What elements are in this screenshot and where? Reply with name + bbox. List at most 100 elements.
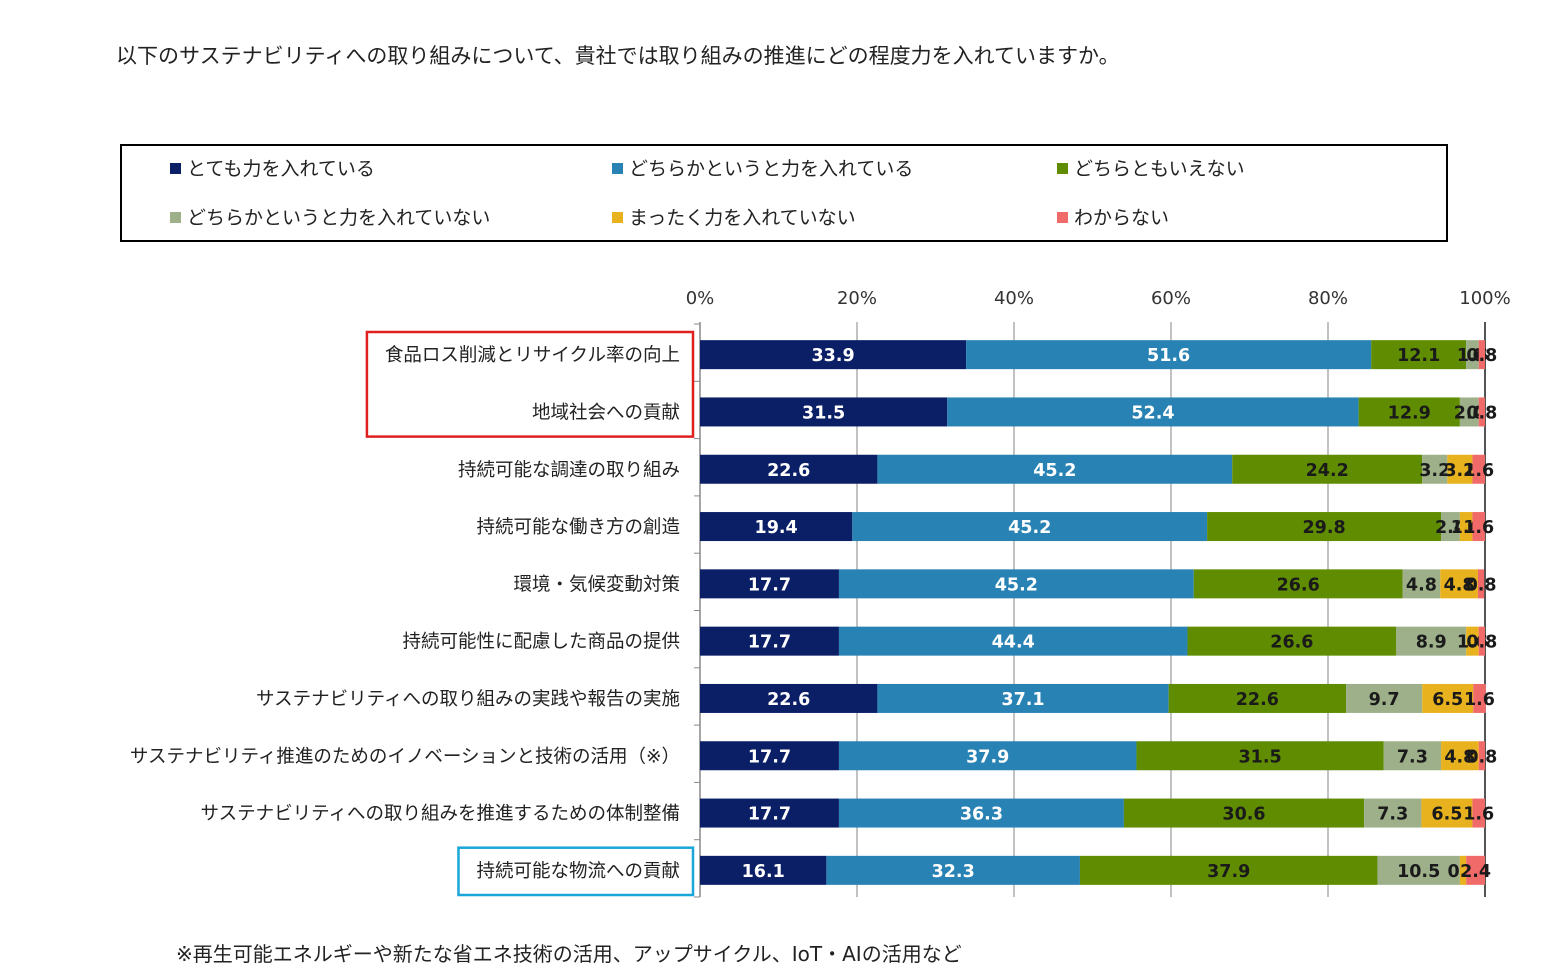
bar-value-label: 7.3: [1397, 747, 1428, 767]
bar-value-label: 37.9: [966, 747, 1009, 767]
bar-segment: [700, 626, 839, 656]
legend-swatch: [1057, 163, 1068, 174]
bar-segment: [1478, 397, 1485, 427]
legend-item: どちらかというと力を入れていない: [170, 203, 490, 230]
bar-segment: [1396, 626, 1467, 656]
bar-value-label: 0.8: [1466, 747, 1497, 767]
bar-segment: [1440, 569, 1478, 599]
bar-segment: [1136, 741, 1384, 771]
bar-value-label: 32.3: [932, 862, 975, 882]
bar-value-label: 29.8: [1302, 518, 1345, 538]
legend-label: まったく力を入れていない: [629, 207, 856, 229]
bar-value-label: 4.8: [1406, 575, 1437, 595]
bar-value-label: 22.6: [767, 690, 810, 710]
bar-value-label: 1.6: [1464, 690, 1495, 710]
bar-value-label: 45.2: [1033, 461, 1076, 481]
chart-legend: とても力を入れている どちらかというと力を入れている どちらともいえない どちらかとい…: [120, 144, 1448, 242]
bar-segment: [700, 798, 839, 828]
bar-value-label: 17.7: [748, 575, 791, 595]
legend-swatch: [1057, 212, 1068, 223]
bar-segment: [1441, 512, 1460, 542]
bar-segment: [700, 512, 853, 542]
bar-segment: [1466, 340, 1479, 370]
bar-segment: [838, 798, 1124, 828]
highlight-box: [457, 846, 695, 897]
bar-value-label: 36.3: [960, 805, 1003, 825]
bar-value-label: 45.2: [1008, 518, 1051, 538]
bar-segment: [852, 512, 1208, 542]
category-label: サステナビリティへの取り組みを推進するための体制整備: [200, 804, 680, 825]
bar-segment: [700, 454, 878, 484]
bar-value-label: 51.6: [1147, 346, 1190, 366]
bar-segment: [700, 569, 839, 599]
category-label: 持続可能な働き方の創造: [476, 517, 680, 538]
bar-segment: [1187, 626, 1397, 656]
bar-value-label: 17.7: [748, 633, 791, 653]
legend-swatch: [170, 163, 181, 174]
bar-value-label: 17.7: [748, 805, 791, 825]
bar-segment: [838, 741, 1137, 771]
bar-segment: [1422, 683, 1474, 713]
bar-segment: [1447, 454, 1473, 484]
bar-segment: [838, 569, 1194, 599]
legend-swatch: [612, 163, 623, 174]
bar-value-label: 30.6: [1222, 805, 1265, 825]
legend-label: どちらかというと力を入れていない: [187, 207, 491, 229]
bar-value-label: 0.8: [1466, 403, 1497, 423]
bar-segment: [1232, 454, 1423, 484]
category-label: 食品ロス削減とリサイクル率の向上: [385, 345, 680, 366]
bar-value-label: 4.8: [1444, 575, 1475, 595]
legend-item: わからない: [1057, 203, 1169, 230]
bar-segment: [1478, 741, 1485, 771]
legend-item: まったく力を入れていない: [612, 203, 856, 230]
bar-value-label: 16.1: [742, 862, 785, 882]
bar-segment: [1079, 855, 1378, 885]
bar-value-label: 0.8: [1466, 346, 1497, 366]
bar-segment: [1473, 683, 1486, 713]
bar-segment: [1466, 855, 1485, 885]
bar-value-label: 6.5: [1431, 805, 1462, 825]
bar-segment: [877, 454, 1233, 484]
bar-segment: [1478, 626, 1485, 656]
bar-value-label: 33.9: [811, 346, 854, 366]
bar-value-label: 0.8: [1466, 575, 1497, 595]
bar-value-label: 26.6: [1270, 633, 1313, 653]
legend-label: わからない: [1074, 207, 1170, 229]
bar-value-label: 1.6: [1463, 805, 1494, 825]
bar-segment: [1383, 741, 1442, 771]
bar-segment: [1364, 798, 1422, 828]
bar-segment: [1168, 683, 1347, 713]
bar-segment: [966, 340, 1372, 370]
legend-swatch: [612, 212, 623, 223]
x-tick-label: 60%: [1151, 288, 1191, 309]
bar-value-label: 45.2: [995, 575, 1038, 595]
bar-segment: [700, 855, 827, 885]
footnote: ※再生可能エネルギーや新たな省エネ技術の活用、アップサイクル、IoT・AIの活用…: [176, 942, 962, 966]
bar-segment: [1466, 626, 1479, 656]
bar-value-label: 37.1: [1001, 690, 1044, 710]
bar-segment: [700, 340, 967, 370]
bar-segment: [1422, 454, 1448, 484]
category-label: サステナビリティへの取り組みの実践や報告の実施: [256, 689, 680, 710]
bar-segment: [1459, 512, 1473, 542]
bar-segment: [700, 397, 948, 427]
bar-value-label: 37.9: [1207, 862, 1250, 882]
bar-segment: [1472, 798, 1485, 828]
x-tick-label: 20%: [837, 288, 877, 309]
bar-value-label: 0.8: [1466, 633, 1497, 653]
x-tick-label: 40%: [994, 288, 1034, 309]
bar-value-label: 4.8: [1444, 747, 1475, 767]
bar-value-label: 19.4: [755, 518, 798, 538]
legend-label: どちらともいえない: [1074, 158, 1245, 180]
bar-value-label: 12.1: [1397, 346, 1440, 366]
bar-value-label: 17.7: [748, 747, 791, 767]
x-tick-label: 100%: [1459, 288, 1510, 309]
bar-value-label: 22.6: [1236, 690, 1279, 710]
bar-value-label: 22.6: [767, 461, 810, 481]
bar-segment: [1193, 569, 1403, 599]
legend-label: どちらかというと力を入れている: [629, 158, 914, 180]
bar-value-label: 10.5: [1397, 862, 1440, 882]
legend-item: どちらかというと力を入れている: [612, 154, 913, 181]
legend-swatch: [170, 212, 181, 223]
